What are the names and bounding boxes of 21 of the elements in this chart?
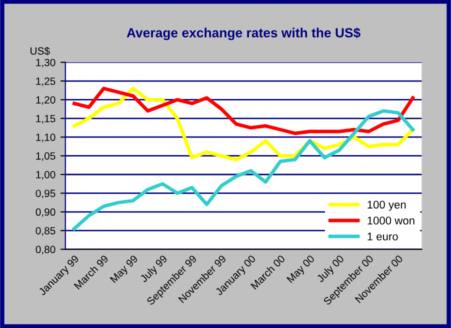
legend-label: 1 euro: [368, 232, 398, 240]
line-series: [72, 86, 415, 136]
y-tick-label: 1,25: [36, 78, 56, 86]
x-tick-label: May 00: [286, 254, 316, 285]
legend-label: 100 yen: [368, 200, 406, 211]
y-tick-label: 1,10: [36, 134, 56, 142]
line-series: [72, 86, 415, 162]
y-tick-label: 1,00: [36, 170, 56, 180]
y-tick-label: 0,95: [36, 190, 56, 198]
y-tick-label: 1,15: [36, 115, 56, 124]
y-tick-label: 1,30: [36, 58, 56, 68]
chart-title: Average exchange rates with the US$: [126, 28, 360, 40]
y-tick-label: 1,20: [36, 96, 56, 105]
x-tick-label: May 99: [110, 254, 140, 285]
y-tick-label: 1,05: [36, 152, 56, 161]
y-axis-title: US$: [30, 46, 50, 56]
y-tick-label: 0,85: [36, 227, 56, 236]
y-tick-label: 0,80: [36, 246, 56, 254]
legend-label: 1000 won: [368, 216, 414, 225]
line-series: [72, 109, 415, 230]
y-tick-label: 0,90: [36, 208, 56, 217]
